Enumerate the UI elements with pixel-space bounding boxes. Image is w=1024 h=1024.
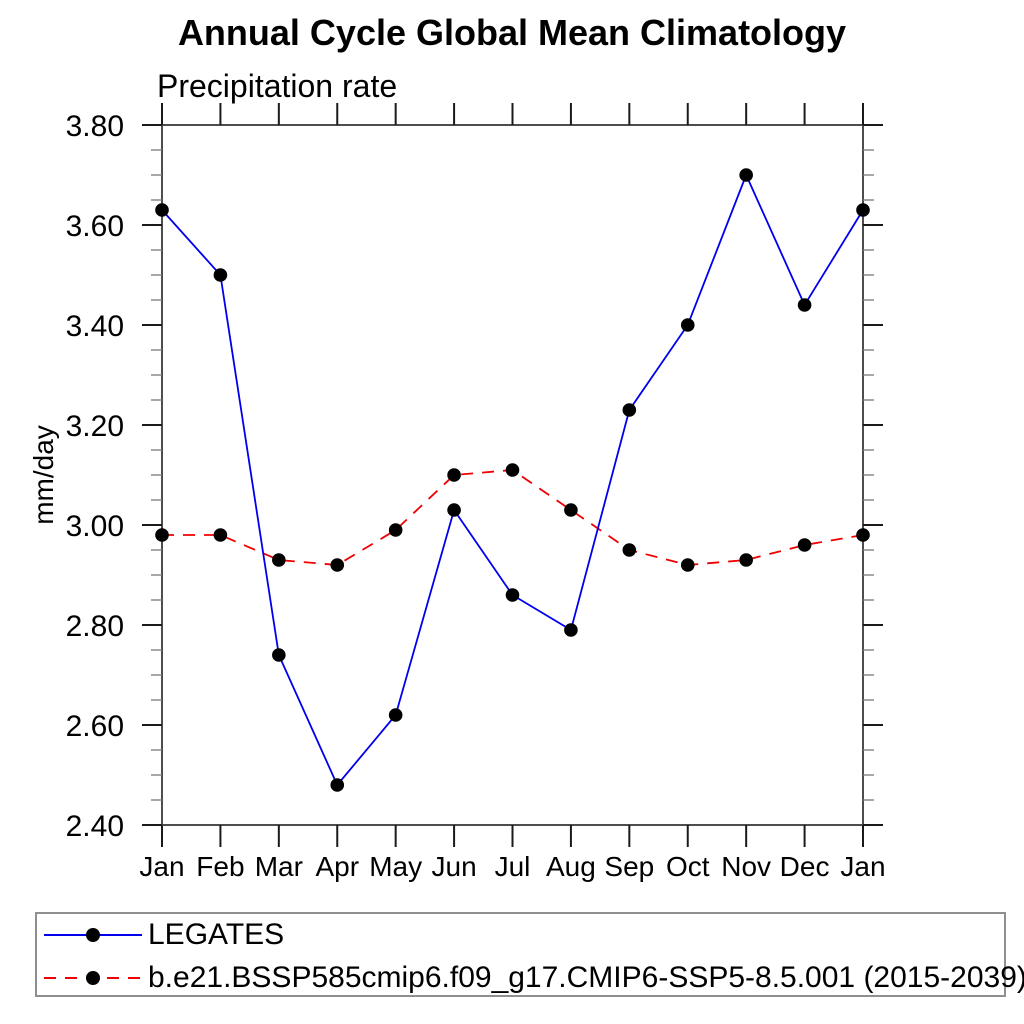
x-tick-label: Mar: [255, 851, 303, 882]
data-point-marker-series-0: [272, 648, 286, 662]
y-tick-label: 3.40: [66, 310, 124, 343]
data-point-marker-series-1: [272, 553, 286, 567]
chart-subtitle: Precipitation rate: [157, 68, 398, 104]
legend-marker-icon: [86, 971, 100, 985]
y-tick-label: 3.00: [66, 510, 124, 543]
data-point-marker-series-1: [330, 558, 345, 572]
data-point-marker-series-0: [856, 203, 870, 217]
x-tick-label: Aug: [546, 851, 596, 882]
legend-item-model: b.e21.BSSP585cmip6.f09_g17.CMIP6-SSP5-8.…: [41, 963, 1024, 993]
x-tick-label: Jul: [495, 851, 531, 882]
data-point-marker-series-0: [797, 298, 812, 312]
legend-marker-icon: [86, 928, 100, 942]
series-line-0: [161, 172, 864, 787]
data-point-marker-series-1: [213, 528, 228, 542]
data-point-marker-series-0: [622, 403, 637, 417]
y-tick-label: 3.60: [66, 210, 124, 243]
chart-title: Annual Cycle Global Mean Climatology: [177, 12, 847, 53]
data-point-marker-series-1: [388, 523, 403, 537]
legend-item-legates: LEGATES: [41, 920, 284, 950]
data-point-marker-series-0: [213, 268, 228, 282]
data-point-marker-series-0: [155, 203, 169, 217]
x-tick-label: Jun: [432, 851, 477, 882]
x-tick-label: May: [369, 851, 422, 882]
y-tick-label: 3.20: [66, 410, 124, 443]
legend-label-legates: LEGATES: [148, 918, 285, 951]
x-tick-label: Jan: [139, 851, 184, 882]
y-tick-label: 2.80: [66, 610, 124, 643]
data-point-marker-series-1: [447, 468, 461, 482]
data-point-marker-series-1: [155, 528, 169, 542]
data-point-marker-series-0: [739, 168, 753, 182]
data-point-marker-series-1: [622, 543, 637, 557]
x-tick-label: Nov: [721, 851, 771, 882]
x-tick-label: Feb: [196, 851, 244, 882]
legend-box: LEGATES b.e21.BSSP585cmip6.f09_g17.CMIP6…: [35, 912, 1024, 997]
y-tick-label: 2.60: [66, 710, 124, 743]
data-point-marker-series-1: [505, 463, 520, 477]
x-tick-label: Sep: [604, 851, 654, 882]
x-tick-label: Jan: [840, 851, 885, 882]
y-tick-label: 3.80: [66, 110, 124, 143]
legend-dashed-line-icon: [44, 971, 142, 985]
data-point-marker-series-0: [505, 588, 520, 602]
data-point-marker-series-1: [564, 503, 578, 517]
series-line-1: [162, 469, 864, 566]
legend-solid-line-icon: [44, 928, 142, 942]
x-tick-label: Dec: [780, 851, 830, 882]
data-point-marker-series-1: [797, 538, 812, 552]
data-point-marker-series-1: [739, 553, 753, 567]
y-tick-label: 2.40: [66, 810, 124, 843]
data-point-marker-series-0: [388, 708, 403, 722]
data-point-marker-series-0: [447, 503, 461, 517]
data-point-marker-series-0: [564, 623, 578, 637]
data-point-marker-series-0: [330, 778, 345, 792]
legend-label-model: b.e21.BSSP585cmip6.f09_g17.CMIP6-SSP5-8.…: [148, 961, 1024, 994]
data-point-marker-series-0: [680, 318, 695, 332]
data-point-marker-series-1: [856, 528, 870, 542]
x-tick-label: Oct: [666, 851, 710, 882]
data-point-marker-series-1: [680, 558, 695, 572]
x-tick-label: Apr: [315, 851, 359, 882]
